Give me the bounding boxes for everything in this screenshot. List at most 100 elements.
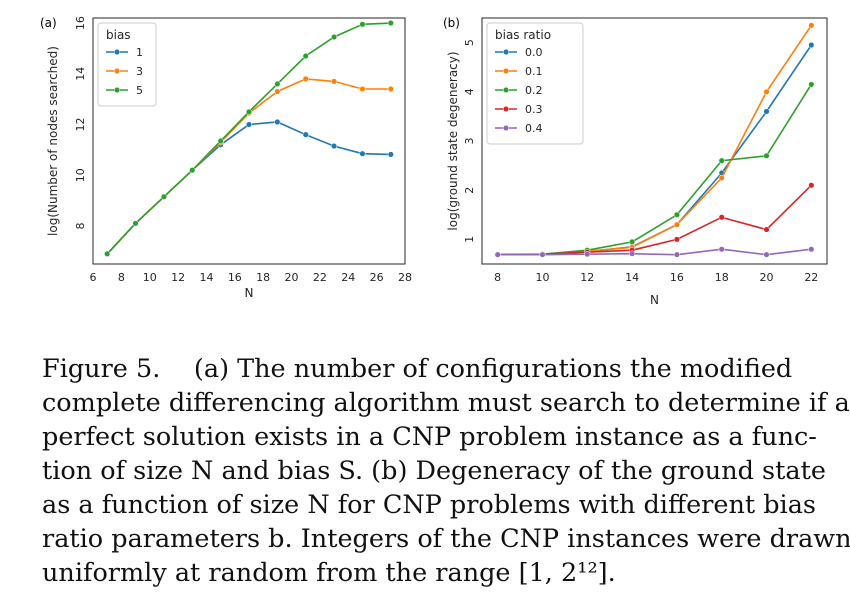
data-point [302, 75, 309, 82]
legend-entry: 1 [136, 46, 143, 59]
y-tick-label: 8 [74, 222, 87, 229]
x-tick-label: 16 [670, 271, 684, 284]
data-point [302, 131, 309, 138]
legend-entry: 0.0 [525, 46, 543, 59]
data-point [331, 78, 338, 85]
legend-marker [502, 48, 510, 56]
legend-entry: 5 [136, 84, 143, 97]
legend-title: bias [106, 28, 131, 42]
y-tick-label: 1 [463, 236, 476, 243]
y-tick-label: 14 [74, 67, 87, 81]
data-point [359, 85, 366, 93]
legend-entry: 0.3 [525, 103, 543, 116]
legend-marker [502, 86, 510, 94]
data-point [274, 118, 281, 126]
x-tick-label: 12 [171, 271, 185, 284]
legend-marker [502, 105, 510, 113]
data-point [673, 236, 680, 243]
data-point [331, 33, 338, 41]
data-point [245, 121, 253, 128]
x-tick-label: 18 [256, 271, 270, 284]
caption-line: uniformly at random from the range [1, 2… [42, 558, 616, 588]
chart-panel-1: 6 8 10 12 14 16 18 20 22 24 26 28810121416Nlog(Numb… [40, 16, 412, 300]
data-point [387, 85, 394, 93]
panel-label: (a) [40, 16, 57, 30]
series-line-0.4 [497, 248, 812, 256]
data-point [274, 88, 281, 95]
caption-line: ratio parameters b. Integers of the CNP … [42, 524, 850, 554]
x-tick-label: 10 [535, 271, 549, 284]
data-point [359, 21, 366, 28]
x-tick-label: 14 [199, 271, 213, 284]
y-axis-label: log(Number of nodes searched) [46, 46, 60, 236]
y-tick-label: 2 [463, 187, 476, 194]
y-tick-label: 4 [463, 88, 476, 95]
x-tick-label: 22 [804, 271, 818, 284]
data-point [189, 167, 196, 174]
x-axis-label: N [245, 286, 254, 300]
y-tick-label: 12 [74, 118, 87, 132]
legend-title: bias ratio [495, 28, 551, 42]
data-point [808, 246, 815, 253]
data-point [245, 108, 253, 115]
legend-marker [113, 48, 121, 56]
legend-entry: 0.2 [525, 84, 543, 97]
data-point [494, 251, 501, 258]
data-point [718, 157, 725, 164]
panel-label: (b) [443, 16, 460, 30]
data-point [104, 250, 111, 257]
data-point [160, 193, 167, 200]
x-tick-label: 20 [760, 271, 774, 284]
data-point [539, 251, 546, 258]
legend-entry: 3 [136, 65, 143, 78]
x-tick-label: 20 [285, 271, 299, 284]
caption-line: perfect solution exists in a CNP problem… [42, 422, 817, 452]
data-point [217, 137, 224, 145]
data-point [763, 226, 770, 233]
x-tick-label: 6 [90, 271, 97, 284]
caption-line: Figure 5. (a) The number of configuratio… [42, 354, 793, 384]
y-tick-label: 3 [463, 138, 476, 145]
legend-box [97, 22, 157, 107]
data-point [302, 52, 309, 60]
x-tick-label: 24 [341, 271, 355, 284]
data-point [718, 214, 725, 221]
series-line-0.3 [497, 184, 812, 256]
x-tick-label: 22 [313, 271, 327, 284]
data-point [387, 151, 394, 158]
data-point [808, 42, 815, 49]
data-point [274, 80, 281, 87]
data-point [673, 211, 680, 218]
caption-line: complete differencing algorithm must sea… [42, 388, 850, 418]
data-point [673, 221, 680, 228]
plot-frame [481, 17, 828, 265]
data-point [763, 251, 770, 258]
data-point [673, 251, 680, 258]
x-tick-label: 12 [580, 271, 594, 284]
data-point [808, 81, 815, 88]
caption-line: as a function of size N for CNP problems… [42, 490, 816, 520]
y-axis-label: log(ground state degeneracy) [446, 51, 460, 230]
legend-marker [502, 124, 510, 132]
x-tick-label: 16 [228, 271, 242, 284]
data-point [359, 150, 366, 157]
y-tick-label: 10 [74, 168, 87, 182]
data-point [331, 143, 338, 150]
x-tick-label: 8 [118, 271, 125, 284]
data-point [629, 238, 636, 245]
caption-line: tion of size N and bias S. (b) Degenerac… [42, 456, 826, 486]
x-tick-label: 28 [398, 271, 412, 284]
legend-entry: 0.4 [525, 122, 543, 135]
data-point [763, 108, 770, 115]
legend-marker [113, 67, 121, 75]
figure-svg: 6 8 10 12 14 16 18 20 22 24 26 28810121416Nlog(Numb… [40, 16, 828, 307]
data-point [584, 251, 591, 258]
data-point [808, 22, 815, 29]
x-tick-label: 14 [625, 271, 639, 284]
data-point [718, 246, 725, 253]
legend-marker [502, 67, 510, 75]
data-point [629, 250, 636, 257]
data-point [808, 182, 815, 189]
x-tick-label: 10 [143, 271, 157, 284]
